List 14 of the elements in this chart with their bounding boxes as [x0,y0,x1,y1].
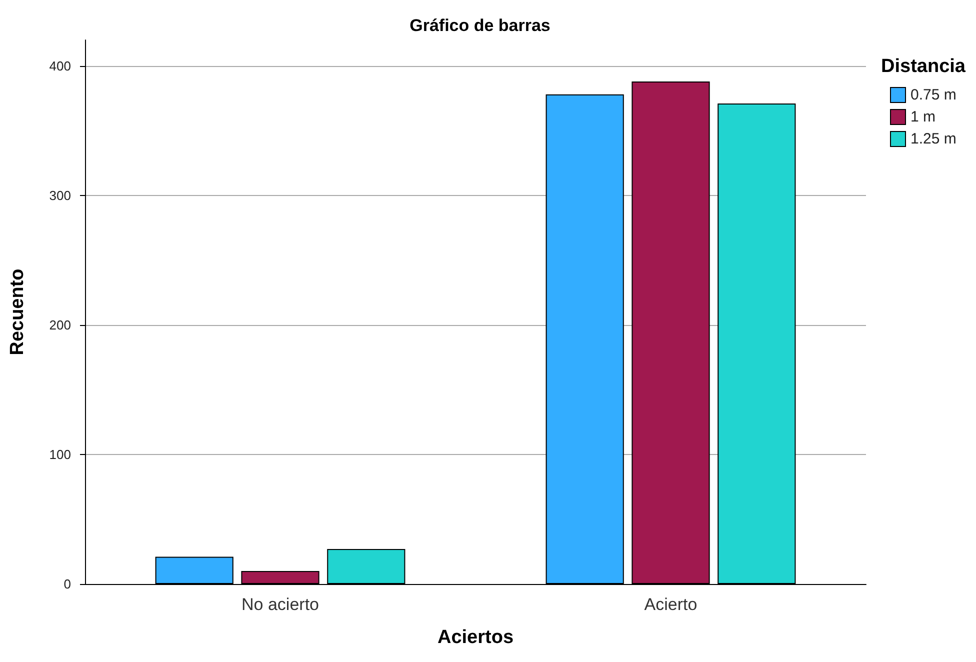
y-axis-title: Recuento [7,268,28,356]
x-tick-label: No acierto [242,595,319,614]
legend-title: Distancia [881,56,966,77]
y-tick-label: 200 [49,317,71,332]
x-axis-title: Aciertos [437,627,514,648]
legend-label: 1 m [910,108,936,126]
legend-label: 0.75 m [910,86,956,104]
y-tick-label: 0 [64,576,71,592]
chart-title: Gráfico de barras [410,16,550,35]
y-tick-label: 400 [49,58,71,74]
y-tick-label: 300 [49,188,71,203]
x-tick-label: Acierto [644,595,698,614]
legend-label: 1.25 m [910,130,956,148]
y-tick-label: 100 [49,446,71,462]
